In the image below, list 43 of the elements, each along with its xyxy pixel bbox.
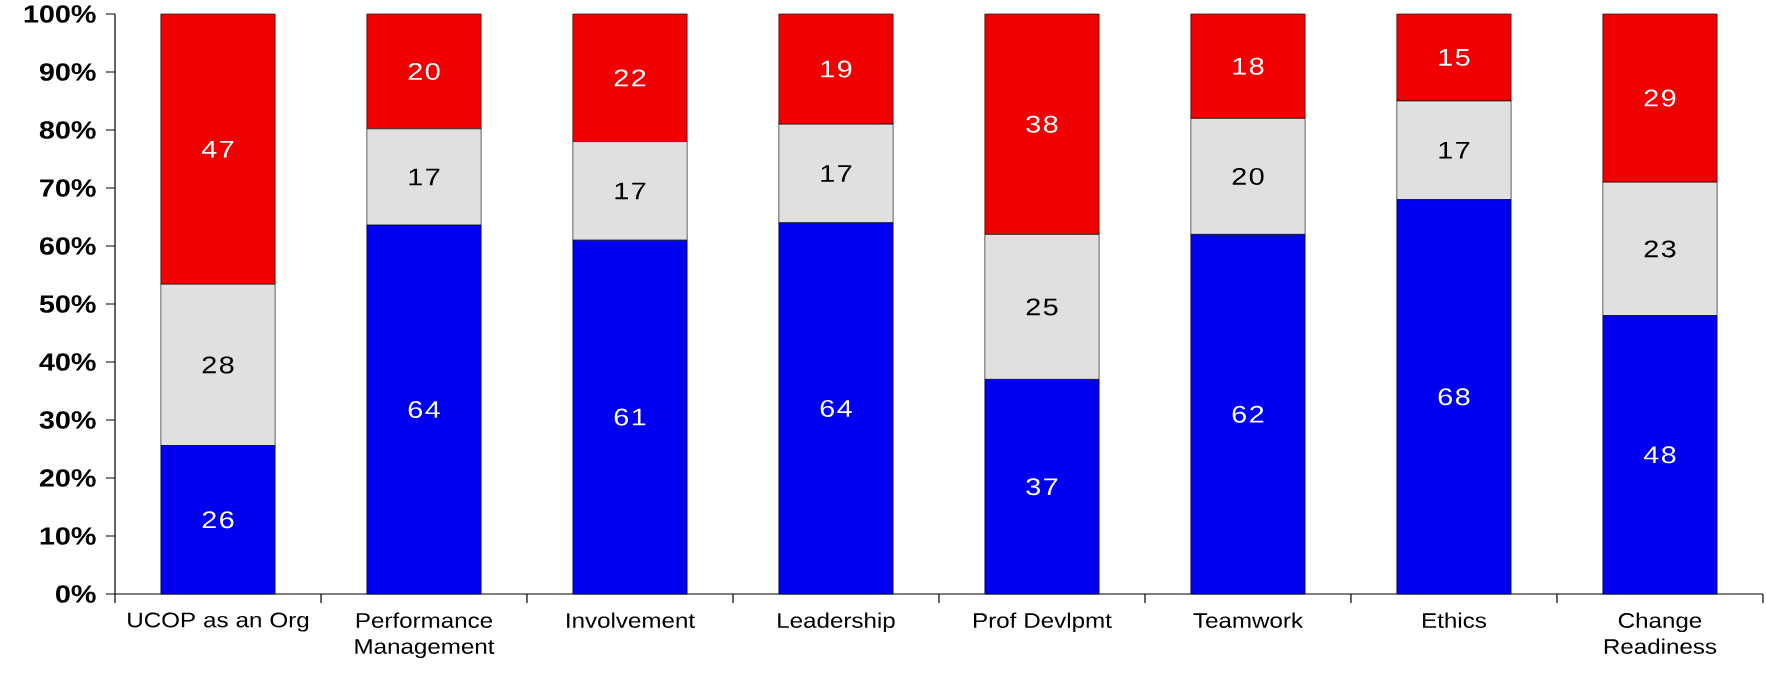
x-tick-label: Involvement [567, 612, 695, 628]
data-label: 20 [408, 62, 440, 80]
x-tick-label: UCOP as an Org [128, 612, 309, 632]
data-label: 38 [1026, 115, 1058, 133]
x-tick-label: Teamwork [1193, 612, 1304, 628]
y-tick-label: 100% [24, 5, 96, 23]
x-tick-label: Prof Devlpmt [974, 612, 1112, 633]
data-label: 68 [1438, 388, 1470, 406]
y-tick-label: 30% [39, 411, 96, 429]
data-label: 17 [615, 182, 646, 200]
data-label: 17 [409, 168, 440, 186]
data-label: 19 [821, 60, 852, 78]
data-label: 23 [1644, 240, 1676, 258]
data-label: 64 [820, 399, 852, 417]
data-label: 28 [202, 356, 234, 374]
data-label: 26 [202, 511, 234, 529]
x-tick-label: Ethics [1423, 612, 1486, 628]
data-label: 20 [1232, 167, 1264, 185]
x-tick-label: Change Readiness [1604, 612, 1717, 654]
y-tick-label: 80% [39, 121, 96, 139]
data-label: 47 [201, 140, 234, 158]
y-tick-label: 10% [40, 527, 96, 545]
data-label: 17 [1439, 142, 1470, 159]
y-tick-label: 70% [40, 179, 96, 197]
x-tick-label: Performance Management [355, 612, 495, 659]
data-label: 22 [614, 69, 646, 87]
y-tick-label: 40% [39, 353, 96, 371]
data-label: 61 [614, 408, 646, 426]
y-tick-label: 0% [56, 585, 96, 603]
y-tick-label: 50% [39, 295, 96, 313]
data-label: 25 [1026, 298, 1058, 316]
data-label: 17 [821, 165, 852, 182]
data-label: 37 [1026, 478, 1058, 496]
y-tick-label: 90% [39, 63, 96, 81]
x-tick-label: Leadership [778, 612, 895, 633]
data-label: 62 [1232, 405, 1264, 423]
data-label: 64 [408, 401, 440, 419]
data-label: 29 [1644, 89, 1676, 107]
data-label: 15 [1439, 49, 1470, 66]
data-label: 48 [1643, 446, 1676, 464]
data-label: 18 [1233, 57, 1264, 75]
y-tick-label: 60% [39, 237, 96, 255]
y-tick-label: 20% [39, 469, 96, 487]
